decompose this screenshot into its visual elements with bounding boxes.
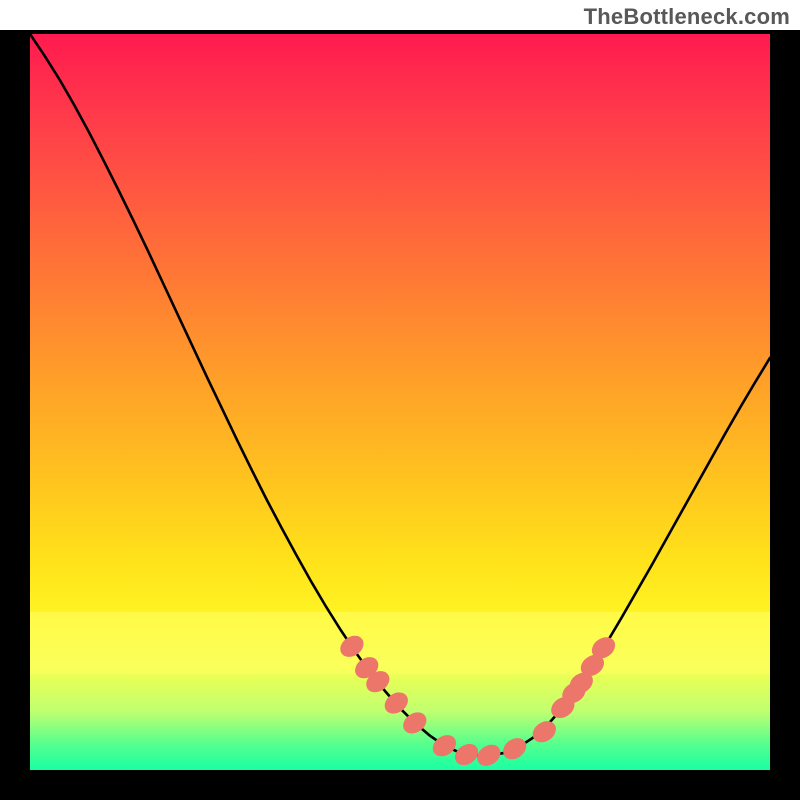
watermark-text: TheBottleneck.com	[584, 4, 790, 30]
chart-frame: TheBottleneck.com	[0, 0, 800, 800]
bottleneck-curve-chart	[0, 30, 800, 800]
plot-area	[0, 30, 800, 800]
yellow-highlight-band	[30, 612, 770, 675]
